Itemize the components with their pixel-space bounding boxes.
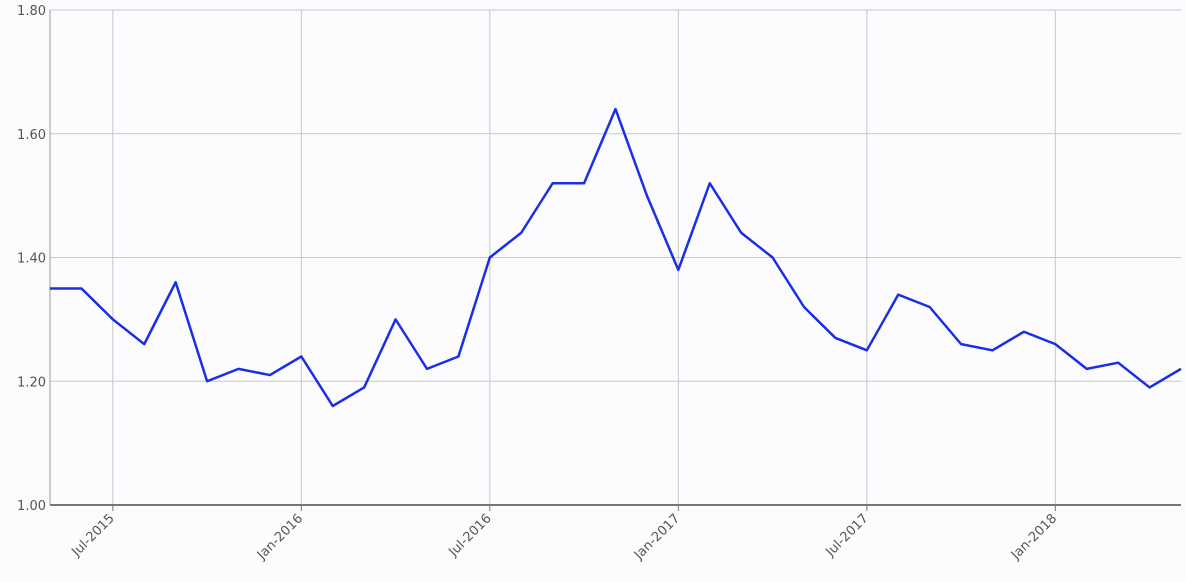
x-tick-label: Jul-2016 — [446, 511, 495, 560]
y-tick-label: 1.80 — [17, 4, 46, 19]
x-tick-label: Jan-2018 — [1008, 511, 1060, 563]
y-tick-label: 1.00 — [17, 499, 46, 514]
y-tick-label: 1.60 — [17, 128, 46, 143]
x-tick-label: Jan-2017 — [631, 511, 683, 563]
y-tick-label: 1.20 — [17, 375, 46, 390]
x-tick-label: Jul-2015 — [69, 511, 118, 560]
data-line — [50, 107, 1182, 408]
x-tick-label: Jul-2017 — [823, 511, 872, 560]
y-tick-label: 1.40 — [17, 252, 46, 267]
x-tick-label: Jan-2016 — [254, 511, 306, 563]
